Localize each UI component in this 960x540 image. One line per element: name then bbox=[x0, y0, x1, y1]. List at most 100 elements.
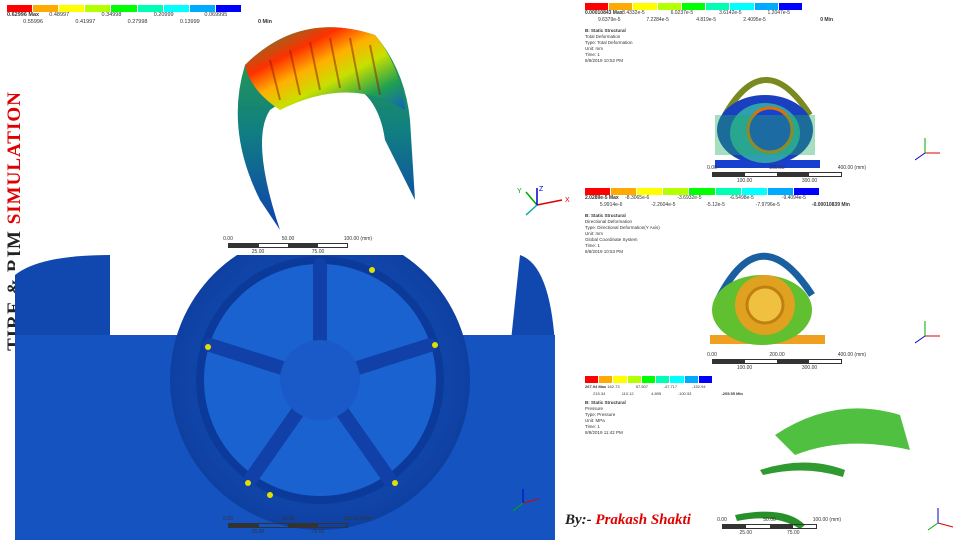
scale-label: 300.00 bbox=[801, 178, 818, 184]
info-line: Type: Pressure bbox=[585, 412, 616, 417]
info-directional-deformation: B: Static Structural Directional Deformat… bbox=[585, 213, 660, 255]
scale-bar-segments bbox=[712, 359, 842, 364]
info-line: Total Deformation bbox=[585, 34, 621, 39]
scale-bar-wheel: 0.00 50.00 100.00 (mm) 25.00 75.00 bbox=[223, 516, 372, 538]
legend-color-swatch bbox=[706, 3, 731, 10]
scale-label: 0.00 bbox=[717, 517, 727, 523]
scale-segment bbox=[288, 524, 318, 527]
legend-label-row: 2.0289e-5 Max -8.3065e-6 -3.6932e-5 -6.5498… bbox=[585, 195, 820, 202]
legend-label: 2.0289e-5 Max bbox=[585, 195, 619, 201]
info-line: Directional Deformation bbox=[585, 219, 633, 224]
legend-color-bar bbox=[585, 3, 803, 10]
legend-label: 0.62996 Max bbox=[7, 12, 40, 18]
scale-segment bbox=[809, 360, 841, 363]
info-line: Time: 1 bbox=[585, 243, 600, 248]
legend-label: 4.819e-5 bbox=[696, 17, 716, 23]
info-line: B: Static Structural bbox=[585, 400, 626, 405]
axis-x-label: X bbox=[565, 197, 570, 204]
legend-label: -9.4094e-5 bbox=[781, 195, 806, 201]
legend-label: 267.94 Max bbox=[585, 384, 607, 389]
info-line: Unit: MPa bbox=[585, 418, 605, 423]
wheel-rim-stress-render bbox=[15, 255, 555, 540]
scale-label: 100.00 (mm) bbox=[812, 517, 842, 523]
scale-segment bbox=[713, 173, 745, 176]
legend-color-swatch bbox=[111, 5, 138, 12]
scale-segment bbox=[745, 360, 777, 363]
scale-bar-panel1: 0.00 200.00 400.00 (mm) 100.00 300.00 bbox=[707, 165, 866, 187]
legend-directional-deformation: 2.0289e-5 Max -8.3065e-6 -3.6932e-5 -6.5498… bbox=[585, 188, 850, 209]
legend-color-swatch bbox=[793, 188, 820, 195]
legend-color-swatch bbox=[85, 5, 112, 12]
scale-label: 0.00 bbox=[707, 165, 717, 171]
scale-segment bbox=[713, 360, 745, 363]
legend-label-row: 0.62996 Max 0.48997 0.34998 0.20999 0.069995 bbox=[7, 12, 242, 19]
legend-label: 4.895 bbox=[651, 391, 662, 396]
scale-segment bbox=[769, 525, 793, 528]
legend-color-swatch bbox=[611, 188, 638, 195]
scale-segment bbox=[723, 525, 747, 528]
legend-label: 9.6379e-5 bbox=[597, 17, 621, 23]
legend-label-row: 0.00010843 Max 8.4332e-5 6.0237e-5 3.6142e-… bbox=[585, 10, 803, 17]
info-line: Pressure bbox=[585, 406, 604, 411]
legend-color-swatch bbox=[215, 5, 242, 12]
legend-color-swatch bbox=[189, 5, 216, 12]
legend-label-row: 9.6379e-5 7.2284e-5 4.819e-5 2.4095e-5 0 Min bbox=[585, 17, 833, 24]
scale-label: 25.00 bbox=[251, 529, 265, 535]
info-line: B: Static Structural bbox=[585, 28, 626, 33]
scale-segment bbox=[229, 524, 259, 527]
scale-bar-segments bbox=[228, 523, 348, 528]
legend-color-swatch bbox=[641, 376, 657, 383]
legend-label: 0.00010843 Max bbox=[585, 10, 623, 16]
legend-label: 215.34 bbox=[593, 391, 606, 396]
legend-label: 8.4332e-5 bbox=[622, 10, 645, 16]
scale-bar-segments bbox=[722, 524, 817, 529]
scale-label: 200.00 bbox=[769, 165, 785, 171]
legend-color-swatch bbox=[767, 188, 794, 195]
scale-label: 100.00 (mm) bbox=[343, 236, 373, 242]
scale-bar-panel2: 0.00 200.00 400.00 (mm) 100.00 300.00 bbox=[707, 352, 866, 374]
info-line: 8/8/2019 10:52 PM bbox=[585, 58, 624, 63]
legend-color-swatch bbox=[163, 5, 190, 12]
legend-color-swatch bbox=[7, 5, 34, 12]
legend-label: 110.12 bbox=[621, 391, 634, 396]
legend-color-swatch bbox=[681, 3, 707, 10]
legend-label: -0.00010839 Min bbox=[811, 202, 850, 208]
scale-segment bbox=[793, 525, 816, 528]
legend-color-swatch bbox=[585, 3, 610, 10]
legend-total-deformation: 0.00010843 Max 8.4332e-5 6.0237e-5 3.6142e-… bbox=[585, 3, 833, 24]
legend-label: 0 Min bbox=[257, 19, 272, 25]
scale-label: 100.00 bbox=[736, 178, 753, 184]
legend-color-swatch bbox=[657, 3, 682, 10]
scale-segment bbox=[318, 244, 348, 247]
scale-label: 75.00 bbox=[311, 529, 325, 535]
legend-label: 0.20999 bbox=[153, 12, 174, 18]
legend-color-swatch bbox=[585, 188, 612, 195]
coordinate-triad-icon bbox=[914, 138, 940, 161]
coordinate-triad-icon: X Y Z bbox=[517, 186, 570, 216]
scale-label: 50.00 bbox=[281, 236, 295, 242]
info-line: Time: 1 bbox=[585, 424, 600, 429]
pressure-render bbox=[735, 408, 910, 529]
legend-color-bar bbox=[585, 188, 820, 195]
legend-color-swatch bbox=[613, 376, 628, 383]
info-total-deformation: B: Static Structural Total Deformation Typ… bbox=[585, 28, 632, 64]
legend-color-swatch bbox=[609, 3, 634, 10]
author-byline: By:- Prakash Shakti bbox=[565, 512, 691, 528]
legend-label: -152.94 bbox=[691, 384, 706, 389]
legend-label: 57.507 bbox=[635, 384, 648, 389]
scale-segment bbox=[746, 525, 769, 528]
info-line: Global Coordinate System bbox=[585, 237, 638, 242]
info-line: B: Static Structural bbox=[585, 213, 626, 218]
scale-bar-panel3: 0.00 50.00 100.00 (mm) 25.00 75.00 bbox=[717, 517, 841, 539]
scale-segment bbox=[318, 524, 348, 527]
legend-color-swatch bbox=[730, 3, 755, 10]
legend-label: 0.41997 bbox=[75, 19, 96, 25]
scale-label: 50.00 bbox=[763, 517, 776, 523]
legend-color-swatch bbox=[778, 3, 803, 10]
legend-label: -7.9796e-5 bbox=[755, 202, 780, 208]
info-line: Unit: mm bbox=[585, 231, 603, 236]
scale-label: 100.00 (mm) bbox=[343, 516, 373, 522]
scale-segment bbox=[777, 173, 809, 176]
legend-color-swatch bbox=[684, 376, 699, 383]
scale-segment bbox=[288, 244, 318, 247]
